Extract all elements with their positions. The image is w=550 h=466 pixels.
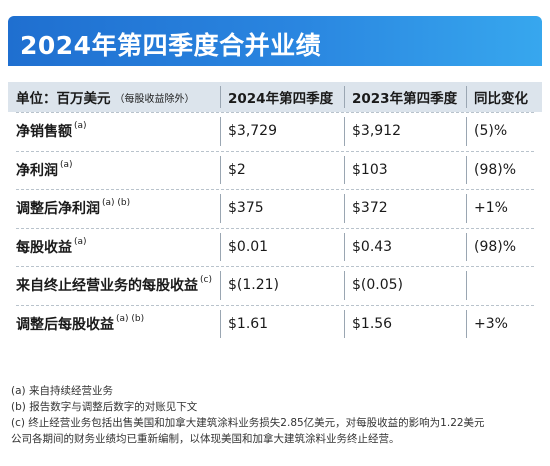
column-divider [466, 194, 467, 223]
row-label: 调整后每股收益 (a) (b) [8, 305, 220, 344]
value-2024: $(1.21) [228, 277, 280, 294]
value-2024: $2 [228, 161, 246, 178]
column-divider [466, 309, 467, 338]
value-2024: $3,729 [228, 123, 277, 140]
footnote-ref: (a) [74, 121, 87, 132]
column-divider [466, 271, 467, 300]
header-col-2023: 2023年第四季度 [352, 91, 458, 107]
column-divider [466, 232, 467, 261]
column-divider [220, 232, 221, 261]
row-label-text: 每股收益 [16, 239, 72, 256]
column-divider [466, 155, 467, 184]
header-unit: 单位：百万美元 （每股收益除外） [8, 82, 220, 112]
value-2023: $0.43 [352, 238, 393, 255]
row-label: 来自终止经营业务的每股收益 (c) [8, 266, 220, 305]
footnote-ref: (a) [60, 159, 73, 170]
column-divider [220, 86, 221, 108]
table-row: 来自终止经营业务的每股收益 (c) $(1.21) $(0.05) [8, 266, 542, 305]
table-row: 调整后每股收益 (a) (b) $1.61 $1.56 +3% [8, 304, 542, 344]
value-2023: $372 [352, 200, 388, 217]
column-divider [220, 155, 221, 184]
header-col-2024: 2024年第四季度 [228, 91, 334, 107]
table-row: 每股收益 (a) $0.01 $0.43 (98)% [8, 227, 542, 267]
footnote-a: (a) 来自持续经营业务 [11, 385, 113, 397]
column-divider [344, 155, 345, 184]
row-label: 净销售额 (a) [8, 112, 220, 151]
value-change: +1% [474, 200, 508, 217]
value-2023: $1.56 [352, 315, 393, 332]
footnotes: (a) 来自持续经营业务 (b) 报告数字与调整后数字的对账见下文 (c) 终止… [11, 383, 541, 447]
column-divider [220, 117, 221, 146]
row-label-text: 调整后净利润 [16, 201, 100, 218]
results-table: 单位：百万美元 （每股收益除外） 2024年第四季度 2023年第四季度 同比变… [8, 82, 542, 343]
column-divider [344, 309, 345, 338]
footnote-ref: (a) (b) [116, 313, 145, 324]
table-row: 净销售额 (a) $3,729 $3,912 (5)% [8, 112, 542, 151]
row-label-text: 净利润 [16, 162, 58, 179]
column-divider [466, 86, 467, 108]
table-header-row: 单位：百万美元 （每股收益除外） 2024年第四季度 2023年第四季度 同比变… [8, 82, 542, 112]
footnote-restatement: 公司各期间的财务业绩均已重新编制，以体现美国和加拿大建筑涂料业务终止经营。 [11, 433, 400, 445]
value-2023: $103 [352, 161, 388, 178]
footnote-ref: (c) [200, 275, 212, 286]
footnote-ref: (a) [74, 236, 87, 247]
value-change: +3% [474, 315, 508, 332]
table-row: 调整后净利润 (a) (b) $375 $372 +1% [8, 189, 542, 228]
value-2023: $(0.05) [352, 277, 404, 294]
column-divider [220, 194, 221, 223]
value-change [466, 266, 542, 305]
column-divider [220, 309, 221, 338]
row-label-text: 调整后每股收益 [16, 316, 114, 333]
footnote-ref: (a) (b) [102, 198, 131, 209]
value-2024: $1.61 [228, 315, 269, 332]
header-unit-label: 单位：百万美元 [16, 91, 111, 107]
row-label-text: 来自终止经营业务的每股收益 [16, 278, 198, 295]
value-2024: $0.01 [228, 238, 269, 255]
footnote-c: (c) 终止经营业务包括出售美国和加拿大建筑涂料业务损失2.85亿美元，对每股收… [11, 417, 485, 429]
row-label: 净利润 (a) [8, 151, 220, 190]
column-divider [344, 117, 345, 146]
page-title: 2024年第四季度合并业绩 [20, 31, 322, 60]
row-label: 每股收益 (a) [8, 228, 220, 267]
table-row: 净利润 (a) $2 $103 (98)% [8, 150, 542, 190]
value-change: (98)% [474, 161, 517, 178]
header-col-change: 同比变化 [474, 91, 528, 107]
column-divider [344, 232, 345, 261]
value-2023: $3,912 [352, 123, 401, 140]
column-divider [344, 86, 345, 108]
value-change: (98)% [474, 238, 517, 255]
header-unit-note: （每股收益除外） [114, 93, 195, 105]
value-2024: $375 [228, 200, 264, 217]
row-label-text: 净销售额 [16, 124, 72, 141]
column-divider [466, 117, 467, 146]
row-label: 调整后净利润 (a) (b) [8, 189, 220, 228]
column-divider [344, 194, 345, 223]
column-divider [220, 271, 221, 300]
title-banner: 2024年第四季度合并业绩 [8, 16, 542, 66]
column-divider [344, 271, 345, 300]
value-change: (5)% [474, 123, 508, 140]
footnote-b: (b) 报告数字与调整后数字的对账见下文 [11, 401, 198, 413]
